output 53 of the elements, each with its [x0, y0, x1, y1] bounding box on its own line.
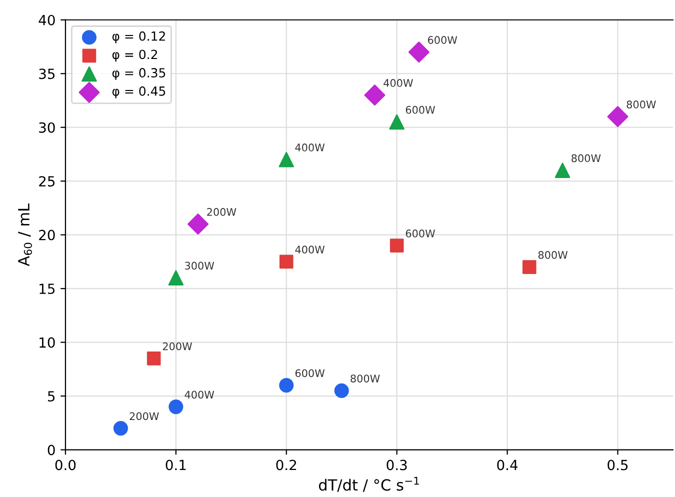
x-tick-label: 0.2 [276, 460, 296, 470]
x-tick-label: 0.1 [166, 460, 186, 470]
x-tick-label: 0.5 [608, 460, 628, 470]
y-tick-label: 30 [39, 122, 55, 133]
y-tick-label: 15 [40, 284, 55, 294]
y-tick-label: 20 [39, 230, 55, 240]
point [279, 254, 294, 269]
point [554, 162, 570, 178]
point [522, 260, 536, 274]
point [279, 378, 294, 393]
point [390, 238, 404, 252]
annotation: 300W [185, 262, 214, 270]
point [364, 84, 386, 106]
y-tick-label: 35 [39, 68, 55, 80]
annotation: 200W [130, 412, 159, 420]
x-tick-label: 0.3 [386, 460, 407, 470]
point [168, 400, 184, 414]
point [113, 421, 128, 436]
annotation: 600W [295, 369, 325, 378]
point [278, 152, 294, 168]
point [408, 42, 430, 63]
annotation: 800W [572, 154, 601, 162]
annotation: 200W [207, 208, 236, 216]
point [168, 270, 184, 286]
point [334, 383, 349, 398]
annotation: 400W [184, 390, 214, 399]
legend-label: φ = 0.35 [112, 68, 166, 80]
point [188, 214, 209, 235]
y-tick-label: 10 [40, 337, 55, 348]
point [146, 352, 161, 366]
annotation: 400W [384, 79, 413, 87]
legend-label: φ = 0.45 [112, 86, 166, 98]
legend-label: φ = 0.2 [112, 50, 158, 62]
point [607, 106, 628, 128]
y-tick-label: 0 [48, 444, 55, 456]
annotation: 200W [162, 342, 192, 350]
x-tick-label: 0.0 [55, 460, 76, 470]
annotation: 800W [350, 374, 380, 382]
annotation: 600W [428, 36, 458, 44]
x-tick-label: 0.4 [497, 460, 518, 470]
annotation: 800W [626, 100, 656, 108]
annotation: 400W [295, 144, 325, 152]
annotation: 400W [295, 246, 325, 254]
legend-label: φ = 0.12 [112, 31, 165, 44]
annotation: 600W [406, 230, 436, 238]
annotation: 600W [406, 106, 436, 114]
y-tick-label: 5 [48, 391, 55, 402]
y-tick-label: 25 [39, 176, 55, 187]
y-tick-label: 40 [38, 14, 55, 26]
x-axis-title: dT/dt / °C s$^{−1}$ [318, 476, 419, 492]
point [389, 114, 404, 130]
annotation: 800W [538, 251, 568, 259]
y-axis-title: A$_{60}$ / mL [18, 204, 32, 266]
